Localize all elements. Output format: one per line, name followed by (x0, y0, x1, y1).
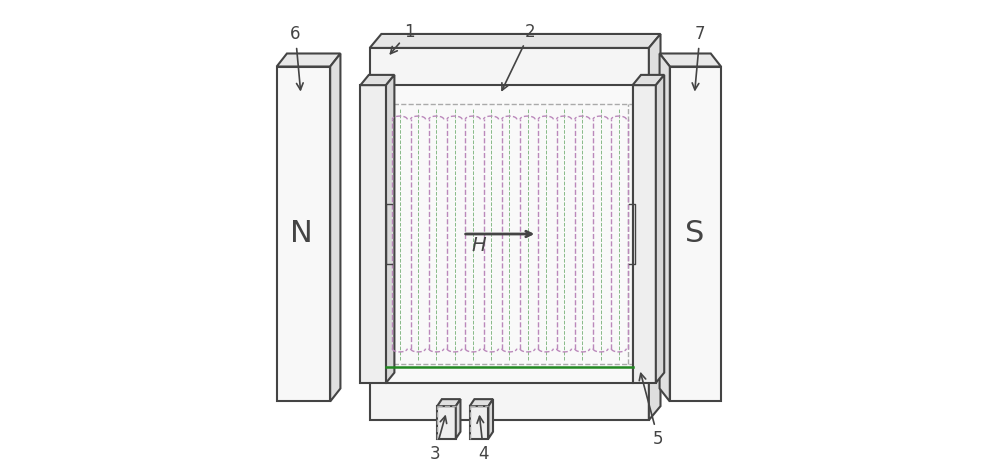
Polygon shape (633, 75, 664, 85)
Polygon shape (277, 53, 340, 66)
Polygon shape (386, 85, 633, 383)
Polygon shape (386, 75, 394, 383)
Text: 4: 4 (477, 417, 489, 462)
Polygon shape (370, 48, 649, 420)
Polygon shape (670, 66, 721, 402)
Text: S: S (685, 219, 704, 249)
Text: 1: 1 (390, 22, 415, 54)
Text: 3: 3 (430, 416, 447, 462)
Polygon shape (633, 85, 656, 383)
Polygon shape (660, 53, 721, 66)
Text: 5: 5 (639, 373, 663, 448)
Text: $H$: $H$ (471, 236, 487, 255)
Text: 2: 2 (502, 22, 536, 90)
Polygon shape (277, 66, 330, 402)
Text: 6: 6 (290, 25, 303, 90)
Polygon shape (649, 34, 661, 420)
Polygon shape (370, 34, 661, 48)
Text: N: N (290, 219, 312, 249)
Text: 7: 7 (692, 25, 705, 90)
Polygon shape (470, 399, 493, 406)
Polygon shape (488, 399, 493, 439)
Polygon shape (360, 75, 394, 85)
Polygon shape (656, 75, 664, 383)
Polygon shape (470, 406, 488, 439)
Polygon shape (330, 53, 340, 402)
Polygon shape (437, 406, 456, 439)
Polygon shape (660, 53, 670, 402)
Polygon shape (360, 85, 386, 383)
Polygon shape (437, 399, 460, 406)
Polygon shape (456, 399, 460, 439)
